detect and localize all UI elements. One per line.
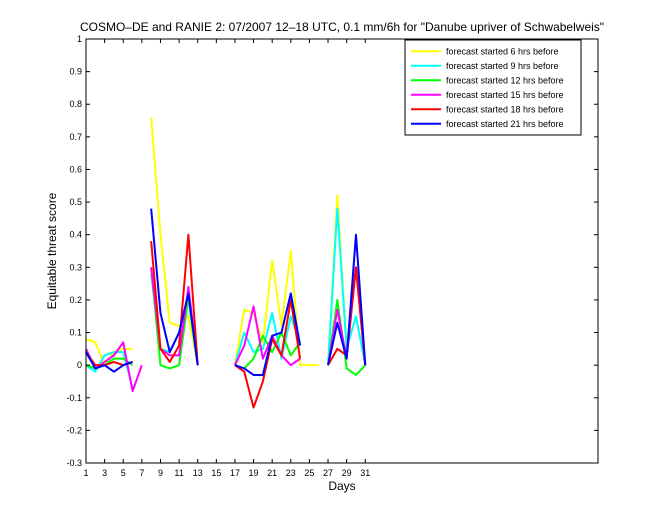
x-tick-label: 1	[83, 468, 88, 478]
series-6-line-segment-4	[327, 233, 367, 366]
x-tick-label: 11	[174, 468, 183, 478]
series-2-line-segment-1	[85, 351, 134, 389]
y-tick-label: 0.1	[69, 328, 82, 338]
series-6	[85, 208, 367, 376]
y-tick-label: -0.1	[66, 393, 82, 403]
series-1-line-segment-3	[233, 250, 319, 367]
x-tick-label: 27	[323, 468, 333, 478]
y-tick-label: 0.5	[69, 197, 82, 207]
series-5-line-segment-2	[150, 233, 199, 366]
legend: forecast started 6 hrs before forecast st…	[404, 39, 582, 136]
legend-entry-2: forecast started 9 hrs before	[446, 61, 559, 71]
x-tick-label: 15	[211, 468, 221, 478]
x-tick-label: 3	[102, 468, 107, 478]
x-tick-label: 23	[286, 468, 296, 478]
x-tick-label: 31	[360, 468, 370, 478]
x-tick-label: 5	[121, 468, 126, 478]
y-axis-label: Equitable threat score	[45, 192, 59, 309]
x-tick-label: 9	[158, 468, 163, 478]
legend-entry-5: forecast started 18 hrs before	[446, 104, 564, 114]
legend-entry-4: forecast started 15 hrs before	[446, 90, 564, 100]
chart-title: COSMO–DE and RANIE 2: 07/2007 12–18 UTC,…	[80, 20, 604, 34]
x-tick-label: 13	[193, 468, 203, 478]
x-tick-label: 29	[342, 468, 352, 478]
y-tick-label: 0	[77, 360, 82, 370]
legend-box	[404, 39, 582, 136]
y-tick-label: -0.3	[66, 458, 82, 468]
legend-entry-6: forecast started 21 hrs before	[446, 119, 564, 129]
series-4-line-segment-3	[234, 305, 301, 367]
axis-ticks: 1 3 5 7 9 11 13 15 17 19 21 23 25 27 29 31-0.3-0.2-0.10…	[66, 34, 598, 478]
legend-entry-1: forecast started 6 hrs before	[446, 46, 559, 56]
x-tick-label: 21	[267, 468, 277, 478]
axes-frame	[85, 38, 599, 464]
series-3-line-segment-4	[327, 298, 366, 376]
series-6-line-segment-1	[85, 351, 133, 373]
y-tick-label: -0.2	[66, 425, 82, 435]
y-tick-label: 0.8	[69, 99, 82, 109]
legend-entry-3: forecast started 12 hrs before	[446, 75, 564, 85]
x-tick-label: 7	[139, 468, 144, 478]
y-tick-label: 0.7	[69, 132, 82, 142]
x-axis-label: Days	[328, 479, 355, 493]
y-tick-label: 1	[77, 34, 82, 44]
x-tick-label: 25	[304, 468, 314, 478]
plot-area	[85, 117, 367, 409]
series-3-line-segment-1	[85, 357, 134, 370]
series-6-line-segment-2	[150, 208, 199, 366]
y-tick-label: 0.3	[69, 262, 82, 272]
x-tick-label: 19	[249, 468, 259, 478]
y-tick-label: 0.6	[69, 164, 82, 174]
series-3-line-segment-3	[234, 331, 301, 370]
y-tick-label: 0.4	[69, 230, 82, 240]
y-tick-label: 0.2	[69, 295, 82, 305]
series-5-line-segment-3	[234, 298, 302, 409]
y-tick-label: 0.9	[69, 67, 82, 77]
series-1-line-segment-2	[150, 117, 199, 366]
series-6-line-segment-3	[234, 292, 302, 376]
x-tick-label: 17	[230, 468, 240, 478]
